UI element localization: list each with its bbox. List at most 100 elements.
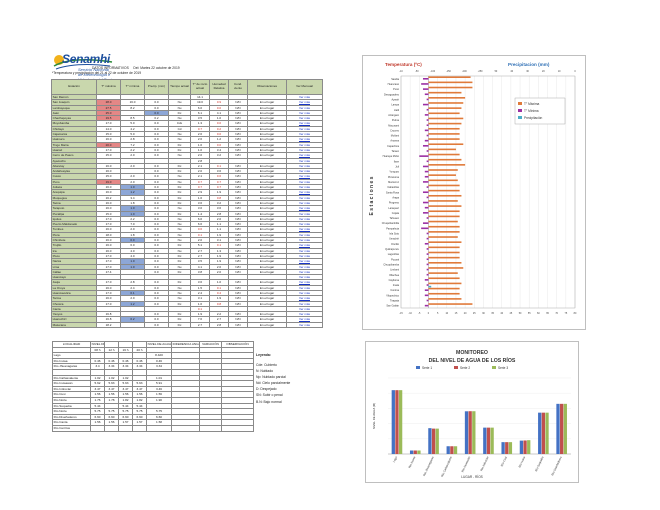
ver-mas-link[interactable]: Ver más	[286, 125, 323, 133]
bottom-tick-label: 30	[482, 312, 485, 315]
temp-bar	[428, 133, 460, 135]
ver-mas-link[interactable]: Ver más	[286, 231, 323, 239]
ver-mas-link[interactable]: Ver más	[286, 157, 323, 164]
level-row: Río Suqueba 5.44 5.44 5.44	[52, 402, 254, 410]
temp-bar	[426, 186, 429, 188]
ver-mas-link[interactable]: Ver más	[286, 247, 323, 254]
ver-mas-link[interactable]: Ver más	[286, 109, 323, 117]
temperature-chart: Temperatura (ºC) Precipitacion (mm) -10 -50…	[362, 55, 586, 330]
weather-row: Juliaca 16.0 1.0 0.0 Dc 0.7 0.7 N/N En el lugar V…	[51, 184, 323, 191]
ver-mas-link[interactable]: Ver más	[286, 136, 323, 143]
temp-bar	[428, 298, 462, 300]
ver-mas-link[interactable]: Ver más	[286, 316, 323, 323]
station-tick-label: Caylloma	[389, 279, 400, 282]
ver-mas-link[interactable]: Ver más	[286, 215, 323, 223]
level-cell	[221, 352, 254, 359]
temp-bar	[426, 196, 429, 199]
ver-mas-link[interactable]: Ver más	[286, 311, 323, 318]
ver-mas-link[interactable]: Ver más	[286, 189, 323, 196]
temp-bar	[424, 139, 429, 142]
ver-mas-link[interactable]: Ver más	[286, 252, 323, 260]
ver-mas-link[interactable]: Ver más	[286, 178, 323, 186]
ver-mas-link[interactable]: Ver más	[286, 289, 323, 297]
weather-row: Andahuaylas 16.0 0.0 Dc 2.0 3.6 N/N En el lugar…	[51, 168, 323, 175]
weather-row: Yauyos 16.8 0.0 Dc 1.9 2.2 N/N En el lugar Ver m…	[51, 311, 323, 318]
legend-item: N: Nublado	[256, 369, 273, 374]
weather-row: Chimbote 16.0 0.0 0.0 Nu 2.0 3.1 N/N En el lugar…	[51, 236, 323, 244]
ver-mas-link[interactable]: Ver más	[286, 268, 323, 276]
ver-mas-link[interactable]: Ver más	[286, 305, 323, 313]
station-tick-label: Puno	[393, 88, 399, 91]
ver-mas-link[interactable]: Ver más	[286, 120, 323, 127]
weather-col-header: Precip. (mm)	[144, 79, 169, 95]
station-tick-label: San Gabán	[386, 305, 399, 308]
ver-mas-link[interactable]: Ver más	[286, 199, 323, 207]
ver-mas-link[interactable]: Ver más	[286, 168, 323, 175]
level-x-title: LUGAR - RÍOS	[461, 475, 483, 479]
level-bar	[398, 390, 403, 454]
temp-bar	[428, 277, 460, 280]
ver-mas-link[interactable]: Ver más	[286, 321, 323, 329]
temp-bar	[428, 76, 471, 78]
ver-mas-link[interactable]: Ver más	[286, 184, 323, 191]
level-bar	[527, 440, 531, 454]
station-tick-label: Quilcapuncu	[385, 248, 400, 251]
temp-bar	[422, 222, 429, 224]
temp-bar	[424, 93, 429, 96]
ver-mas-link[interactable]: Ver más	[286, 131, 323, 138]
temp-bar	[428, 246, 460, 249]
level-cell	[221, 408, 254, 415]
legend-item: SN: Subir o penal	[256, 393, 283, 398]
level-bar	[409, 450, 414, 454]
ver-mas-link[interactable]: Ver más	[286, 162, 323, 170]
temp-bar	[428, 112, 460, 115]
ver-mas-link[interactable]: Ver más	[286, 279, 323, 286]
ver-mas-link[interactable]: Ver más	[286, 194, 323, 201]
temp-bar	[428, 267, 464, 269]
top-tick-label: 20	[542, 70, 545, 73]
station-tick-label: Huaraya Moho	[383, 155, 400, 158]
ver-mas-link[interactable]: Ver más	[286, 146, 323, 154]
ver-mas-link[interactable]: Ver más	[286, 99, 323, 106]
temp-bar	[428, 148, 456, 151]
temp-bar	[419, 155, 429, 157]
ver-mas-link[interactable]: Ver más	[286, 258, 323, 265]
station-tick-label: Mazocruz	[388, 181, 400, 184]
ver-mas-link[interactable]: Ver más	[286, 274, 323, 281]
ver-mas-link[interactable]: Ver más	[286, 173, 323, 180]
ver-mas-link[interactable]: Ver más	[286, 210, 323, 217]
temp-bar	[422, 145, 429, 147]
ver-mas-link[interactable]: Ver más	[286, 284, 323, 292]
ver-mas-link[interactable]: Ver más	[286, 263, 323, 270]
ver-mas-link[interactable]: Ver más	[286, 93, 323, 101]
temp-bar	[421, 227, 429, 230]
temp-bar	[428, 287, 460, 290]
station-tick-label: Llalli	[394, 109, 399, 112]
temp-bar	[428, 215, 460, 218]
ver-mas-link[interactable]: Ver más	[286, 226, 323, 233]
ver-mas-link[interactable]: Ver más	[286, 104, 323, 111]
ver-mas-link[interactable]: Ver más	[286, 115, 323, 122]
weather-col-header: Humedad Relativa	[209, 79, 229, 95]
ver-mas-link[interactable]: Ver más	[286, 152, 323, 159]
ver-mas-link[interactable]: Ver más	[286, 300, 323, 307]
station-tick-label: Cabanillas	[387, 186, 399, 189]
temp-bar	[426, 248, 429, 250]
header-line-2: *Temperatura y precipitación del 21 al 2…	[52, 71, 142, 75]
station-tick-label: Pucará	[391, 258, 400, 261]
ver-mas-link[interactable]: Ver más	[286, 236, 323, 244]
level-bar	[464, 411, 469, 454]
level-cell	[132, 424, 147, 432]
ver-mas-link[interactable]: Ver más	[286, 295, 323, 302]
weather-col-header: Tiempo actual	[168, 79, 191, 95]
level-bar	[468, 411, 472, 454]
level-category-label: Río Diseñaderos	[550, 455, 563, 476]
temp-bar	[422, 103, 429, 106]
weather-row: Jaén 25.0 0.0 Dc 6.1 4.1 N/N En el lugar Ver más	[51, 109, 323, 117]
ver-mas-link[interactable]: Ver más	[286, 221, 323, 228]
ver-mas-link[interactable]: Ver más	[286, 141, 323, 148]
temp-bar	[424, 206, 429, 209]
ver-mas-link[interactable]: Ver más	[286, 242, 323, 249]
ver-mas-link[interactable]: Ver más	[286, 205, 323, 212]
bottom-tick-label: 65	[546, 312, 549, 315]
